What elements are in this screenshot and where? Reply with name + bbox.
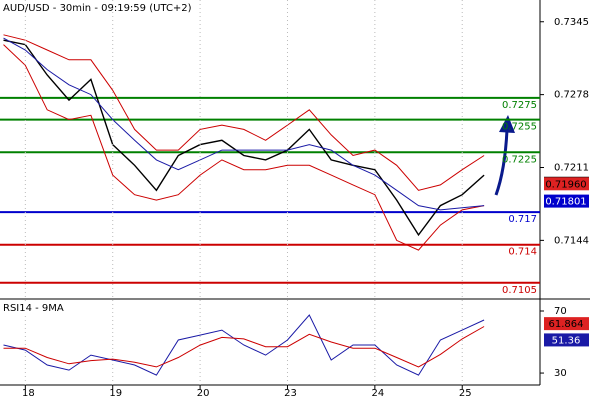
level-label: 0.7225	[502, 154, 537, 165]
price-tag-label: 0.71801	[545, 197, 586, 208]
y-tick-label: 0.7345	[554, 17, 589, 28]
x-tick-label: 19	[109, 388, 122, 399]
chart-title: AUD/USD - 30min - 09:19:59 (UTC+2)	[3, 3, 192, 14]
price-tag	[544, 194, 589, 208]
price-tag	[544, 333, 589, 347]
series-line	[3, 37, 485, 211]
chart-title: RSI14 - 9MA	[3, 303, 64, 314]
series-line	[3, 34, 485, 191]
y-tick-label: 0.7278	[554, 90, 589, 101]
series-line	[3, 326, 485, 368]
y-tick-label: 70	[554, 306, 567, 317]
price-tag-label: 0.71960	[545, 179, 586, 190]
price-tag	[544, 317, 589, 331]
price-tag-label: 51.36	[552, 335, 581, 346]
series-line	[3, 39, 485, 237]
y-tick-label: 0.7144	[554, 235, 589, 246]
x-tick-label: 18	[22, 388, 35, 399]
price-tag	[544, 177, 589, 191]
title-background	[0, 1, 195, 15]
price-tag-label: 61.864	[549, 319, 584, 330]
arrow	[494, 129, 509, 196]
level-label: 0.717	[508, 214, 537, 225]
x-tick-label: 23	[284, 388, 297, 399]
title-background	[0, 301, 67, 315]
x-tick-label: 24	[371, 388, 384, 399]
y-tick-label: 0.7211	[554, 162, 589, 173]
level-label: 0.7105	[502, 285, 537, 296]
level-label: 0.714	[508, 247, 537, 258]
x-tick-label: 25	[459, 388, 472, 399]
level-label: 0.7255	[502, 122, 537, 133]
x-tick-label: 20	[197, 388, 210, 399]
series-line	[3, 314, 485, 376]
series-line	[3, 44, 485, 251]
arrow-head	[499, 115, 515, 133]
y-tick-label: 30	[554, 368, 567, 379]
level-label: 0.7275	[502, 100, 537, 111]
